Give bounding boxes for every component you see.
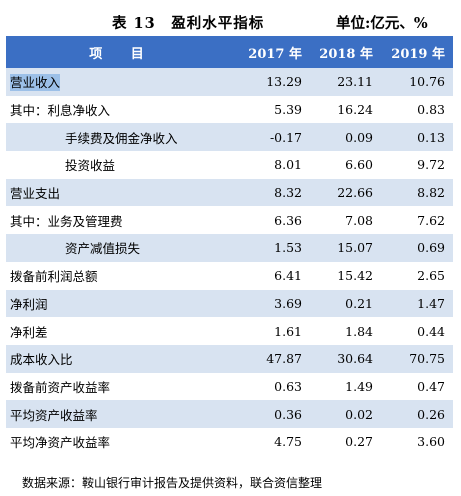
cell-2019: 7.62 [417, 212, 445, 228]
header-2018: 2018 年 [310, 36, 381, 68]
cell-2019: 0.69 [381, 234, 453, 262]
cell-2019: 10.76 [381, 68, 453, 96]
cell-2017: 1.61 [274, 323, 302, 339]
cell-2017: 5.39 [274, 102, 302, 118]
cell-2018: 1.49 [345, 378, 373, 394]
table-row: 营业支出 8.32 22.66 8.82 [6, 178, 453, 207]
cell-2017: -0.17 [239, 123, 310, 152]
cell-2017: 4.75 [274, 434, 302, 450]
row-label-text: 营业收入 [10, 74, 61, 92]
table-unit: 单位:亿元、% [336, 15, 428, 32]
cell-2017: 3.69 [239, 289, 310, 318]
cell-2018: 16.24 [337, 102, 373, 118]
header-2019: 2019 年 [381, 36, 453, 68]
cell-2019: 0.47 [417, 378, 445, 394]
cell-2018: 15.07 [310, 234, 381, 262]
data-source-note: 数据来源：鞍山银行审计报告及提供资料，联合资信整理 [22, 476, 323, 490]
cell-2018: 7.08 [345, 212, 373, 228]
row-label: 成本收入比 [6, 344, 239, 373]
table-row: 平均净资产收益率 4.75 0.27 3.60 [6, 428, 453, 456]
row-label: 其中：业务及管理费 [10, 213, 123, 229]
table-row: 拨备前资产收益率 0.63 1.49 0.47 [6, 373, 453, 401]
table-row: 平均资产收益率 0.36 0.02 0.26 [6, 400, 453, 428]
table-title: 表 13 盈利水平指标 [112, 15, 265, 32]
cell-2018: 22.66 [310, 178, 381, 207]
cell-2018: 0.09 [310, 123, 381, 152]
row-label: 资产减值损失 [6, 234, 239, 262]
cell-2019: 0.26 [381, 400, 453, 428]
table-row: 净利润 3.69 0.21 1.47 [6, 289, 453, 318]
cell-2018: 0.27 [345, 434, 373, 450]
row-label: 净利润 [6, 289, 239, 318]
cell-2019: 8.82 [381, 178, 453, 207]
row-label: 营业支出 [6, 178, 239, 207]
cell-2017: 13.29 [239, 68, 310, 96]
cell-2017: 1.53 [239, 234, 310, 262]
table-row: 其中：利息净收入 5.39 16.24 0.83 [6, 96, 453, 124]
table-row: 资产减值损失 1.53 15.07 0.69 [6, 234, 453, 262]
table-row: 投资收益 8.01 6.60 9.72 [6, 151, 453, 179]
cell-2018: 1.84 [345, 323, 373, 339]
cell-2018: 23.11 [310, 68, 381, 96]
cell-2019: 0.44 [417, 323, 445, 339]
cell-2019: 2.65 [417, 268, 445, 284]
row-label: 投资收益 [65, 158, 116, 174]
table-row: 拨备前利润总额 6.41 15.42 2.65 [6, 262, 453, 290]
row-label: 拨备前资产收益率 [10, 379, 111, 395]
cell-2019: 9.72 [417, 157, 445, 173]
cell-2017: 47.87 [239, 344, 310, 373]
row-label: 净利差 [10, 324, 48, 340]
cell-2018: 6.60 [345, 157, 373, 173]
table-row: 其中：业务及管理费 6.36 7.08 7.62 [6, 206, 453, 234]
row-label: 平均资产收益率 [6, 400, 239, 428]
row-label: 营业收入 [6, 68, 239, 96]
cell-2019: 3.60 [417, 434, 445, 450]
row-label: 其中：利息净收入 [10, 103, 111, 119]
cell-2018: 15.42 [337, 268, 373, 284]
row-label: 平均净资产收益率 [10, 435, 111, 451]
cell-2017: 6.36 [274, 212, 302, 228]
cell-2018: 30.64 [310, 344, 381, 373]
cell-2019: 70.75 [381, 344, 453, 373]
header-item: 项 目 [6, 36, 239, 68]
cell-2017: 8.32 [239, 178, 310, 207]
cell-2017: 6.41 [274, 268, 302, 284]
profitability-table: 项 目 2017 年 2018 年 2019 年 营业收入 13.29 23.1… [6, 36, 453, 456]
cell-2018: 0.02 [310, 400, 381, 428]
row-label: 拨备前利润总额 [10, 269, 98, 285]
cell-2019: 0.13 [381, 123, 453, 152]
table-row: 营业收入 13.29 23.11 10.76 [6, 68, 453, 96]
cell-2017: 8.01 [274, 157, 302, 173]
header-2017: 2017 年 [239, 36, 310, 68]
cell-2018: 0.21 [310, 289, 381, 318]
table-row: 手续费及佣金净收入 -0.17 0.09 0.13 [6, 123, 453, 152]
cell-2017: 0.36 [239, 400, 310, 428]
table-row: 净利差 1.61 1.84 0.44 [6, 317, 453, 345]
row-label: 手续费及佣金净收入 [6, 123, 239, 152]
table-header-row: 项 目 2017 年 2018 年 2019 年 [6, 36, 453, 68]
table-caption: 表 13 盈利水平指标 单位:亿元、% [0, 10, 461, 32]
cell-2019: 0.83 [417, 102, 445, 118]
table-row: 成本收入比 47.87 30.64 70.75 [6, 344, 453, 373]
cell-2017: 0.63 [274, 378, 302, 394]
cell-2019: 1.47 [381, 289, 453, 318]
